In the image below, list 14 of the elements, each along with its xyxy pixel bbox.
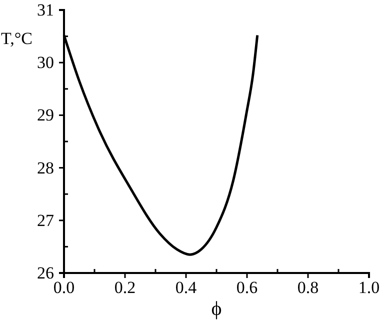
x-tick-label: 1.0 — [358, 278, 380, 298]
y-tick-label: 31 — [37, 0, 54, 20]
x-axis-title: ϕ — [211, 298, 222, 320]
y-axis-title: T,°C — [1, 29, 33, 48]
y-tick-label: 27 — [37, 210, 54, 230]
y-tick-label: 26 — [37, 263, 54, 282]
y-tick-label: 30 — [37, 53, 54, 72]
y-tick-label: 28 — [37, 158, 54, 178]
x-tick-label: 0.6 — [236, 278, 258, 298]
x-tick-label: 0.2 — [114, 278, 136, 298]
x-tick-label: 0.8 — [297, 278, 319, 298]
y-tick-label: 29 — [37, 106, 54, 125]
x-tick-label: 0.4 — [175, 278, 198, 298]
x-tick-label: 0.0 — [53, 278, 75, 298]
